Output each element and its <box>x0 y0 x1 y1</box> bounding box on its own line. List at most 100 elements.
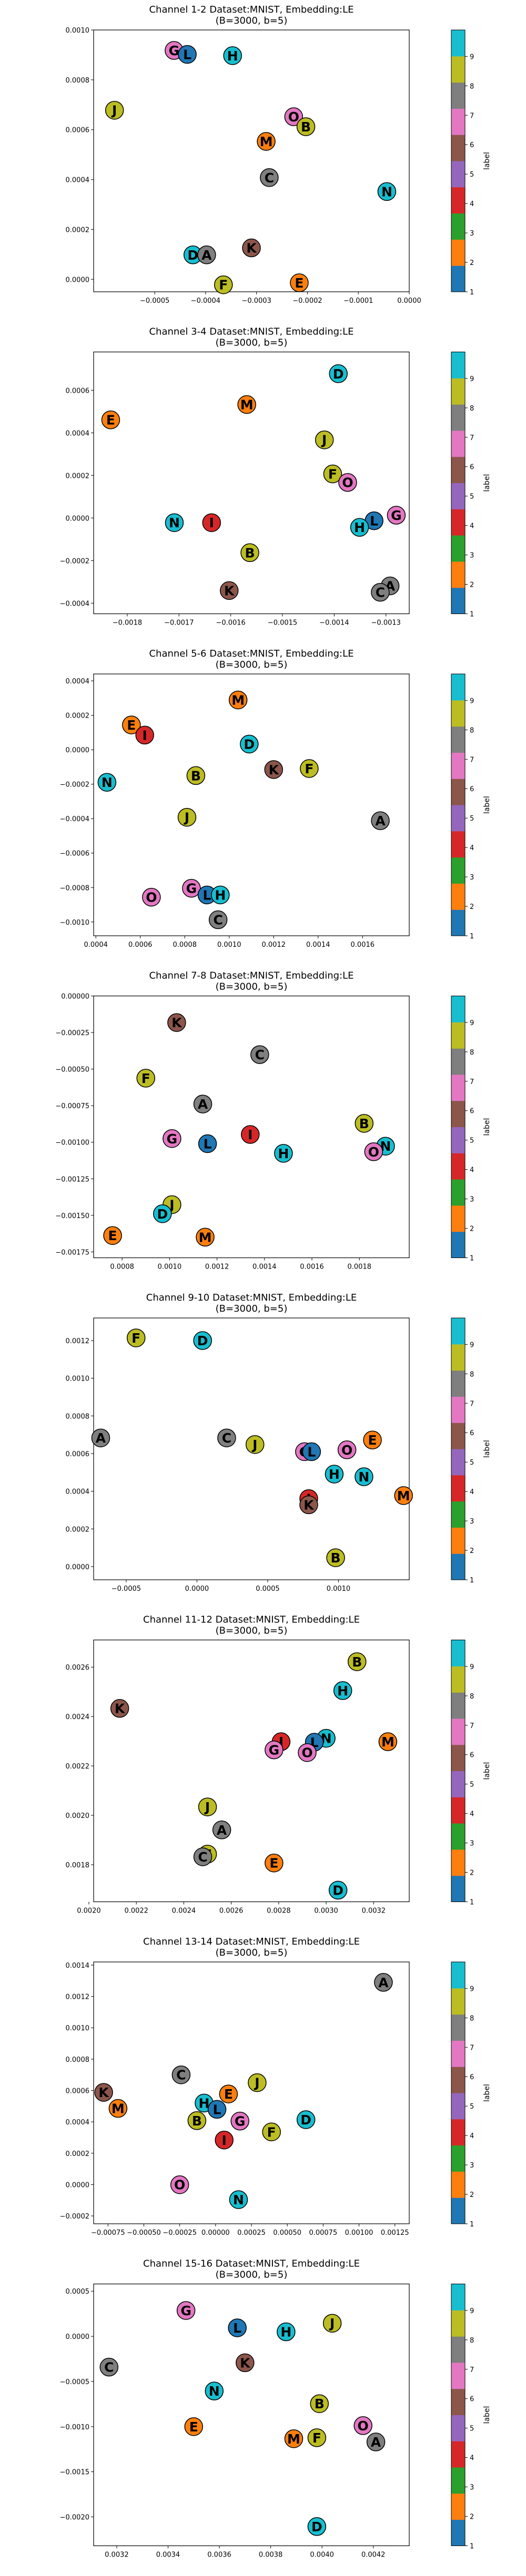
colorbar-segment <box>451 2014 465 2041</box>
point-marker <box>284 107 304 126</box>
point-label: C <box>255 1047 265 1062</box>
y-tick-label: 0.0010 <box>66 27 90 35</box>
y-tick-label: 0.0020 <box>66 1812 90 1820</box>
colorbar-tick-label: 1 <box>470 2221 474 2229</box>
point-marker <box>198 1134 217 1153</box>
colorbar-tick-label: 6 <box>470 1752 474 1760</box>
point-label: G <box>186 881 197 896</box>
colorbar-tick-label: 8 <box>470 405 474 413</box>
point-label: G <box>235 2114 246 2129</box>
y-tick-label: 0.0008 <box>66 2056 90 2064</box>
point-label: N <box>358 1469 369 1485</box>
colorbar-segment <box>451 265 465 292</box>
colorbar-tick-label: 3 <box>470 230 474 238</box>
point-label: I <box>143 728 147 743</box>
point-label: G <box>180 2303 191 2318</box>
x-tick-label: 0.0020 <box>77 1907 101 1915</box>
point-label: E <box>269 1856 278 1871</box>
point-label: K <box>269 762 280 778</box>
colorbar-frame <box>451 673 466 936</box>
x-tick-label: 0.0042 <box>361 2551 386 2559</box>
y-tick-label: 0.0000 <box>66 276 90 284</box>
point-label: D <box>300 2112 311 2128</box>
point-marker <box>355 1114 374 1133</box>
x-tick-label: −0.0018 <box>113 619 142 627</box>
colorbar-label: label <box>483 2406 491 2424</box>
chart-2: Channel 3-4 Dataset:MNIST, Embedding:LE(… <box>60 326 491 627</box>
colorbar-tick-label: 5 <box>470 2425 474 2433</box>
y-tick-label: 0.0012 <box>66 1994 90 2001</box>
chart-3: Channel 5-6 Dataset:MNIST, Embedding:LE(… <box>60 648 491 949</box>
point-marker <box>337 1440 357 1459</box>
colorbar-segment <box>451 2388 465 2415</box>
point-marker <box>277 2322 296 2342</box>
y-tick-label: 0.0008 <box>66 1413 90 1420</box>
colorbar-segment <box>451 2310 465 2337</box>
point-label: M <box>287 2431 300 2447</box>
colorbar-tick-label: 8 <box>470 2015 474 2022</box>
chart-7: Channel 13-14 Dataset:MNIST, Embedding:L… <box>60 1936 491 2237</box>
y-tick-label: 0.0004 <box>66 2119 90 2127</box>
y-tick-label: 0.0002 <box>66 226 90 234</box>
point-marker <box>91 1428 110 1447</box>
colorbar-tick-label: 4 <box>470 200 474 208</box>
colorbar-frame <box>451 1640 466 1902</box>
point-marker <box>186 766 206 785</box>
colorbar-segment <box>451 2197 465 2224</box>
colorbar-segment <box>451 674 465 701</box>
chart-title: Channel 11-12 Dataset:MNIST, Embedding:L… <box>143 1614 360 1626</box>
point-label: E <box>127 718 136 733</box>
point-label: F <box>141 1071 150 1086</box>
colorbar-tick-label: 8 <box>470 727 474 734</box>
colorbar-segment <box>451 805 465 832</box>
colorbar-segment <box>451 1100 465 1127</box>
colorbar-tick-label: 1 <box>470 1899 474 1907</box>
point-label: H <box>215 887 226 903</box>
colorbar-tick-label: 4 <box>470 1167 474 1174</box>
point-label: J <box>329 2316 335 2331</box>
y-tick-label: 0.0010 <box>66 1375 90 1383</box>
x-tick-label: 0.0024 <box>172 1907 196 1915</box>
point-marker <box>229 2190 248 2209</box>
point-marker <box>184 2417 203 2436</box>
x-tick-label: 0.0008 <box>173 941 197 949</box>
chart-5: Channel 9-10 Dataset:MNIST, Embedding:LE… <box>66 1292 492 1593</box>
colorbar-tick-label: 3 <box>470 874 474 882</box>
colorbar-segment <box>451 1718 465 1745</box>
chart-title: Channel 3-4 Dataset:MNIST, Embedding:LE <box>149 326 353 338</box>
colorbar-tick-label: 1 <box>470 611 474 619</box>
point-marker <box>187 2111 207 2130</box>
point-marker <box>300 759 319 778</box>
colorbar-segment <box>451 56 465 83</box>
y-tick-label: 0.0026 <box>66 1664 90 1672</box>
x-tick-label: 0.0010 <box>217 941 241 949</box>
chart-1: Channel 1-2 Dataset:MNIST, Embedding:LE(… <box>66 4 492 305</box>
colorbar-tick-label: 1 <box>470 1255 474 1263</box>
point-label: A <box>198 1097 208 1112</box>
x-tick-label: 0.0000 <box>185 1585 209 1593</box>
point-marker <box>126 1328 146 1347</box>
point-label: B <box>359 1116 369 1131</box>
point-marker <box>310 2394 329 2413</box>
point-label: A <box>378 1975 389 1990</box>
point-marker <box>374 1973 393 1992</box>
y-tick-label: 0.0005 <box>66 2288 90 2296</box>
point-label: O <box>174 2178 185 2193</box>
colorbar-frame <box>451 29 466 292</box>
colorbar-frame <box>451 1317 466 1580</box>
colorbar-tick-label: 5 <box>470 1137 474 1145</box>
colorbar-segment <box>451 483 465 509</box>
point-marker <box>240 543 259 563</box>
x-tick-label: 0.0008 <box>110 1263 134 1271</box>
colorbar-segment <box>451 1231 465 1258</box>
colorbar-segment <box>451 587 465 614</box>
point-marker <box>94 2083 113 2102</box>
point-marker <box>237 395 256 414</box>
point-label: B <box>301 119 311 135</box>
chart-subtitle: (B=3000, b=5) <box>216 15 288 26</box>
colorbar-tick-label: 2 <box>470 1869 474 1877</box>
colorbar-segment <box>451 1127 465 1153</box>
colorbar-segment <box>451 1423 465 1449</box>
x-tick-label: 0.0012 <box>205 1263 229 1271</box>
x-tick-label: 0.0040 <box>310 2551 334 2559</box>
